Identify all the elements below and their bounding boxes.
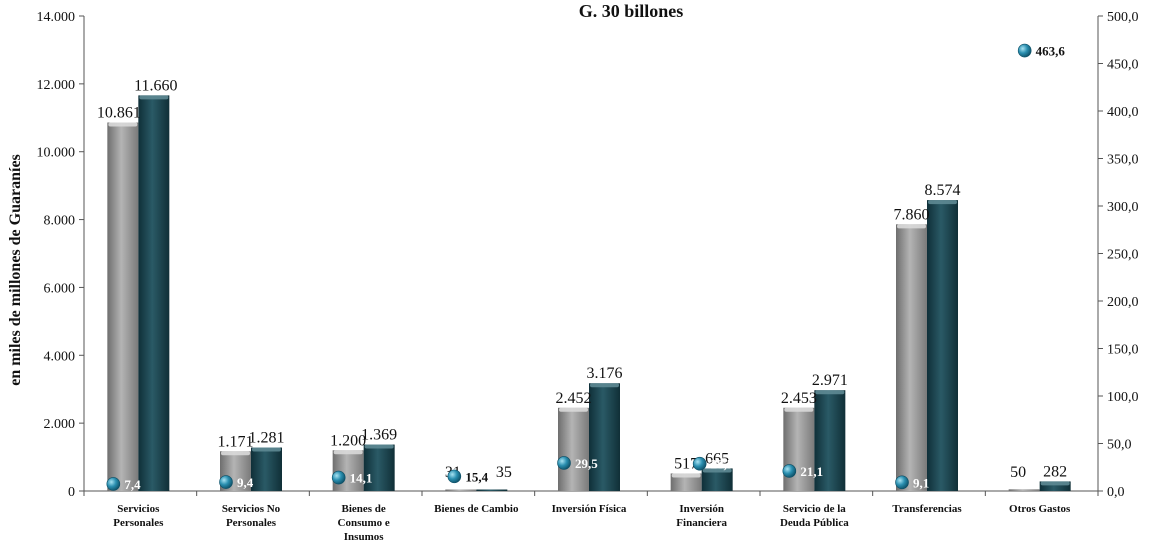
- y2-tick-label: 400,0: [1107, 105, 1139, 120]
- bar-cap: [252, 447, 281, 452]
- percent-label: 21,1: [800, 464, 823, 479]
- bar-teal: [363, 444, 395, 491]
- bar-teal: [701, 468, 733, 491]
- bar-teal: [251, 447, 282, 491]
- category-label: Inversión Física: [552, 503, 627, 515]
- y-axis-label: en miles de millones de Guaraníes: [7, 154, 24, 386]
- bar-cap: [559, 407, 588, 412]
- y2-tick-label: 50,0: [1107, 438, 1132, 453]
- percent-label: 9,1: [913, 475, 929, 490]
- percent-marker: [782, 464, 797, 478]
- bar-value-label: 2.971: [812, 372, 848, 389]
- bar-cap: [364, 444, 394, 449]
- percent-marker: [692, 456, 707, 471]
- bar-cap: [784, 407, 814, 412]
- percent-label: 29,5: [575, 456, 598, 471]
- bar-gray: [445, 489, 477, 491]
- bar-cap: [108, 122, 138, 127]
- percent-label: 9,4: [237, 475, 254, 490]
- bar-gray: [1008, 489, 1040, 491]
- category-label: Servicios Personales: [113, 503, 164, 529]
- percent-marker: [331, 470, 346, 485]
- bar-value-label: 517: [674, 455, 698, 472]
- bar-value-label: 1.200: [330, 432, 366, 449]
- bar-value-label: 11.660: [134, 77, 177, 94]
- bar-value-label: 3.176: [587, 365, 623, 382]
- y2-tick-label: 250,0: [1107, 248, 1139, 263]
- bar-value-label: 1.369: [361, 427, 397, 444]
- y-tick-label: 6.000: [44, 281, 76, 296]
- bar-cap: [815, 390, 845, 395]
- percent-marker: [557, 456, 571, 470]
- y2-tick-label: 200,0: [1107, 295, 1139, 310]
- bar-value-label: 282: [1043, 463, 1067, 480]
- category-label: Servicio de la Deuda Pública: [780, 503, 849, 529]
- bar-value-label: 50: [1010, 464, 1026, 481]
- category-label: Transferencias: [892, 503, 962, 515]
- chart-title: G. 30 billones: [579, 1, 684, 21]
- y2-tick-label: 450,0: [1107, 58, 1139, 73]
- bar-cap: [333, 450, 363, 455]
- category-label: Bienes de Cambio: [434, 503, 519, 515]
- bar-value-label: 8.574: [925, 182, 961, 199]
- category-label: Otros Gastos: [1009, 503, 1071, 515]
- category-label: Inversión Financiera: [676, 503, 727, 529]
- bar-value-label: 7.860: [894, 206, 930, 223]
- y-tick-label: 4.000: [44, 349, 76, 364]
- bar-value-label: 2.452: [556, 390, 592, 407]
- percent-label: 28,7: [711, 457, 734, 472]
- y2-tick-label: 350,0: [1107, 153, 1139, 168]
- bar-gray: [107, 122, 139, 492]
- bar-cap: [897, 224, 926, 229]
- y-tick-label: 2.000: [44, 417, 76, 432]
- bar-gray: [558, 407, 589, 491]
- bar-value-label: 665: [705, 450, 729, 467]
- bar-cap: [590, 383, 619, 388]
- percent-label: 7,4: [124, 477, 141, 492]
- percent-label: 463,6: [1036, 44, 1066, 59]
- bar-teal: [476, 489, 508, 491]
- category-label: Bienes de Consumo e Insumos: [338, 503, 390, 543]
- bar-value-label: 10.861: [97, 105, 141, 122]
- y2-tick-label: 0,0: [1107, 485, 1125, 500]
- bar-cap: [702, 468, 732, 473]
- bar-teal: [814, 390, 846, 491]
- bar-cap: [1040, 481, 1070, 486]
- category-label: Servicios No Personales: [222, 503, 281, 529]
- bar-value-label: 2.453: [781, 390, 817, 407]
- y2-tick-label: 300,0: [1107, 200, 1139, 215]
- y2-tick-label: 150,0: [1107, 343, 1139, 358]
- bar-value-label: 35: [496, 464, 512, 481]
- bar-gray: [670, 473, 702, 491]
- y-tick-label: 14.000: [37, 10, 76, 25]
- bar-cap: [221, 451, 250, 456]
- bar-cap: [928, 200, 957, 205]
- bar-teal: [138, 95, 170, 492]
- percent-marker: [106, 477, 121, 491]
- bar-teal: [589, 383, 620, 491]
- percent-marker: [219, 475, 233, 489]
- y-tick-label: 8.000: [44, 214, 76, 229]
- percent-marker: [447, 469, 462, 484]
- bar-value-label: 1.171: [218, 433, 254, 450]
- y2-tick-label: 500,0: [1107, 10, 1139, 25]
- bar-teal: [927, 200, 958, 491]
- percent-marker: [895, 475, 909, 490]
- percent-marker: [1017, 43, 1032, 58]
- y-tick-label: 0: [68, 485, 75, 500]
- y-tick-label: 10.000: [37, 146, 76, 161]
- bar-cap: [671, 473, 701, 478]
- y2-tick-label: 100,0: [1107, 390, 1139, 405]
- bar-teal: [1039, 481, 1071, 491]
- bar-cap: [139, 95, 169, 100]
- y-tick-label: 12.000: [37, 78, 76, 93]
- bar-value-label: 1.281: [249, 430, 285, 447]
- percent-label: 14,1: [350, 471, 373, 486]
- percent-label: 15,4: [465, 469, 488, 484]
- bar-gray: [896, 224, 927, 492]
